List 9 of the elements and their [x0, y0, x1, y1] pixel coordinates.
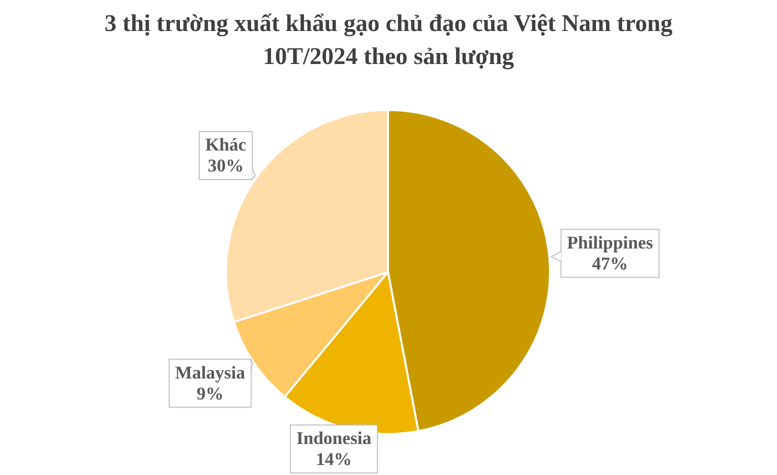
slice-label: Khác	[205, 134, 246, 155]
data-label: 14%	[316, 449, 352, 469]
chart-title: 3 thị trường xuất khẩu gạo chủ đạo của Việt Nam trong 10T/2024 theo sản lượng	[104, 11, 672, 70]
data-label: 47%	[592, 253, 628, 274]
slice-label: Indonesia	[296, 428, 372, 448]
slice-label: Malaysia	[175, 362, 246, 382]
data-label: 9%	[196, 383, 224, 404]
slice-label: Philippines	[567, 232, 654, 252]
data-label: 30%	[208, 156, 244, 176]
